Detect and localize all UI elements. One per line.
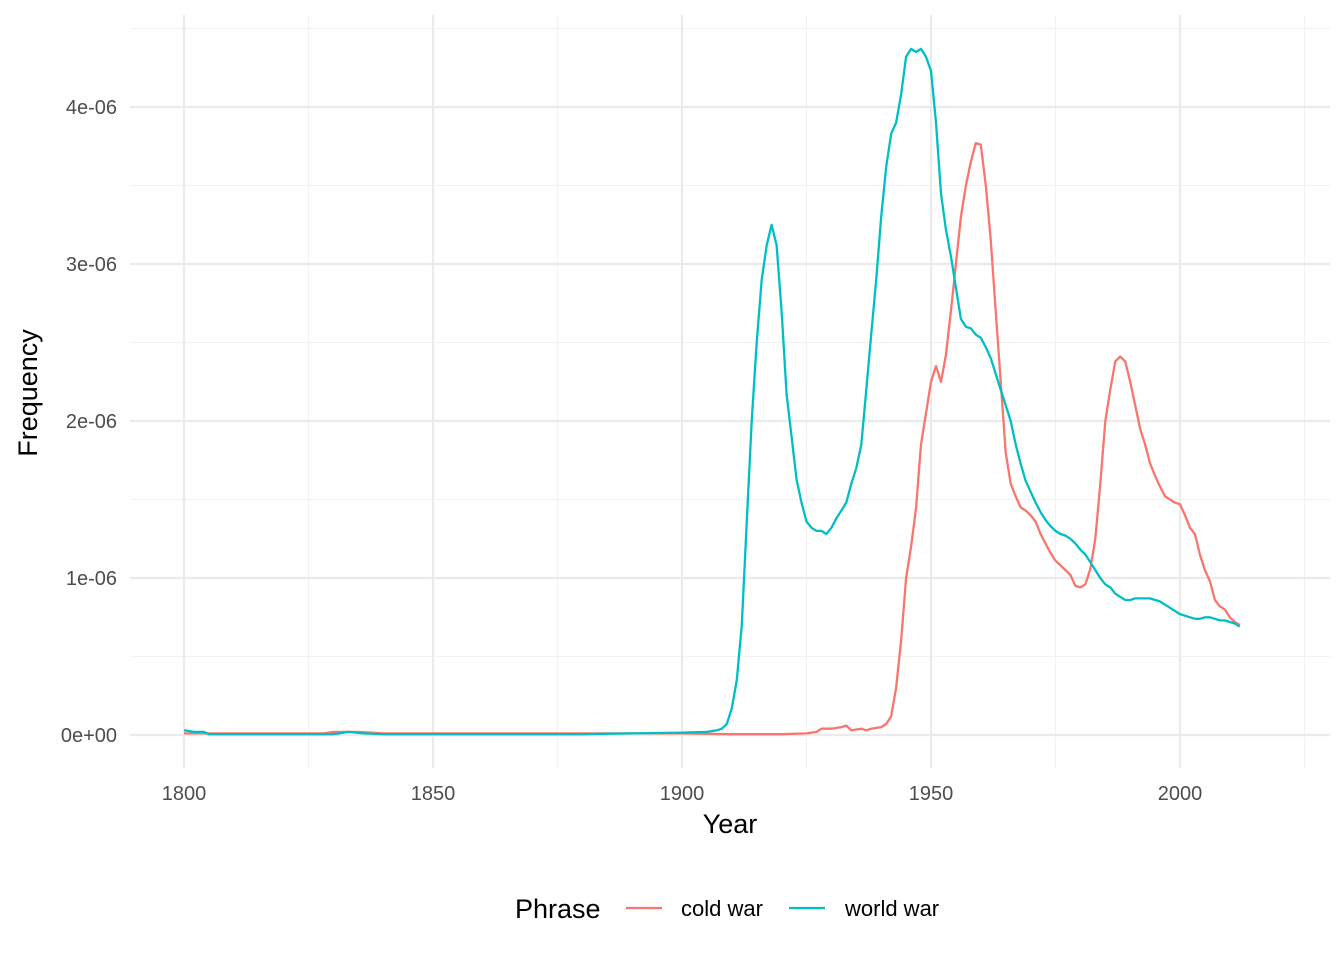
y-tick-label: 1e-06 xyxy=(66,568,117,590)
x-axis-title: Year xyxy=(703,809,758,839)
legend-label-world-war: world war xyxy=(844,896,939,921)
y-tick-label: 2e-06 xyxy=(66,411,117,433)
legend: Phrase cold war world war xyxy=(515,894,939,924)
series-line-world-war xyxy=(183,47,1241,736)
x-tick-label: 1800 xyxy=(162,783,207,805)
legend-label-cold-war: cold war xyxy=(681,896,763,921)
y-axis-title: Frequency xyxy=(13,329,43,457)
y-tick-label: 4e-06 xyxy=(66,97,117,119)
series-lines xyxy=(183,47,1241,736)
x-axis-ticks: 1800 1850 1900 1950 2000 xyxy=(162,783,1203,805)
series-line-cold-war xyxy=(184,141,1241,736)
y-axis-ticks: 0e+00 1e-06 2e-06 3e-06 4e-06 xyxy=(61,97,117,747)
grid xyxy=(130,15,1330,768)
y-tick-label: 0e+00 xyxy=(61,725,117,747)
legend-title: Phrase xyxy=(515,894,601,924)
x-tick-label: 1850 xyxy=(411,783,456,805)
x-tick-label: 1900 xyxy=(660,783,705,805)
x-tick-label: 1950 xyxy=(909,783,954,805)
y-tick-label: 3e-06 xyxy=(66,254,117,276)
x-tick-label: 2000 xyxy=(1158,783,1203,805)
